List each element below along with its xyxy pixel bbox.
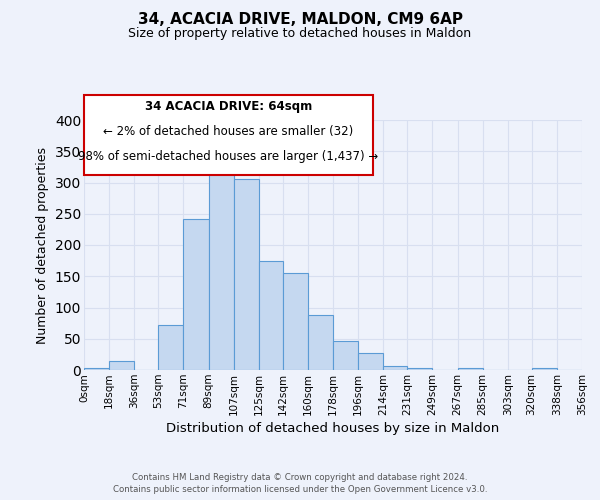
- Bar: [209, 160, 233, 370]
- Bar: [158, 325, 184, 370]
- Text: Contains HM Land Registry data © Crown copyright and database right 2024.: Contains HM Land Registry data © Crown c…: [132, 472, 468, 482]
- Bar: [458, 368, 482, 370]
- Text: Contains public sector information licensed under the Open Government Licence v3: Contains public sector information licen…: [113, 485, 487, 494]
- Bar: [383, 366, 407, 370]
- Bar: [259, 260, 283, 370]
- Bar: [308, 315, 333, 370]
- Bar: [233, 180, 259, 370]
- Text: 34, ACACIA DRIVE, MALDON, CM9 6AP: 34, ACACIA DRIVE, MALDON, CM9 6AP: [137, 12, 463, 28]
- Text: 98% of semi-detached houses are larger (1,437) →: 98% of semi-detached houses are larger (…: [78, 150, 379, 163]
- Y-axis label: Number of detached properties: Number of detached properties: [36, 146, 49, 344]
- Bar: [184, 220, 209, 370]
- FancyBboxPatch shape: [84, 95, 373, 175]
- Bar: [333, 341, 358, 370]
- Bar: [283, 273, 308, 370]
- Bar: [109, 360, 134, 370]
- Text: 34 ACACIA DRIVE: 64sqm: 34 ACACIA DRIVE: 64sqm: [145, 100, 312, 113]
- Bar: [358, 352, 383, 370]
- Bar: [84, 368, 109, 370]
- X-axis label: Distribution of detached houses by size in Maldon: Distribution of detached houses by size …: [166, 422, 500, 435]
- Bar: [532, 368, 557, 370]
- Text: Size of property relative to detached houses in Maldon: Size of property relative to detached ho…: [128, 28, 472, 40]
- Text: ← 2% of detached houses are smaller (32): ← 2% of detached houses are smaller (32): [103, 125, 353, 138]
- Bar: [407, 368, 433, 370]
